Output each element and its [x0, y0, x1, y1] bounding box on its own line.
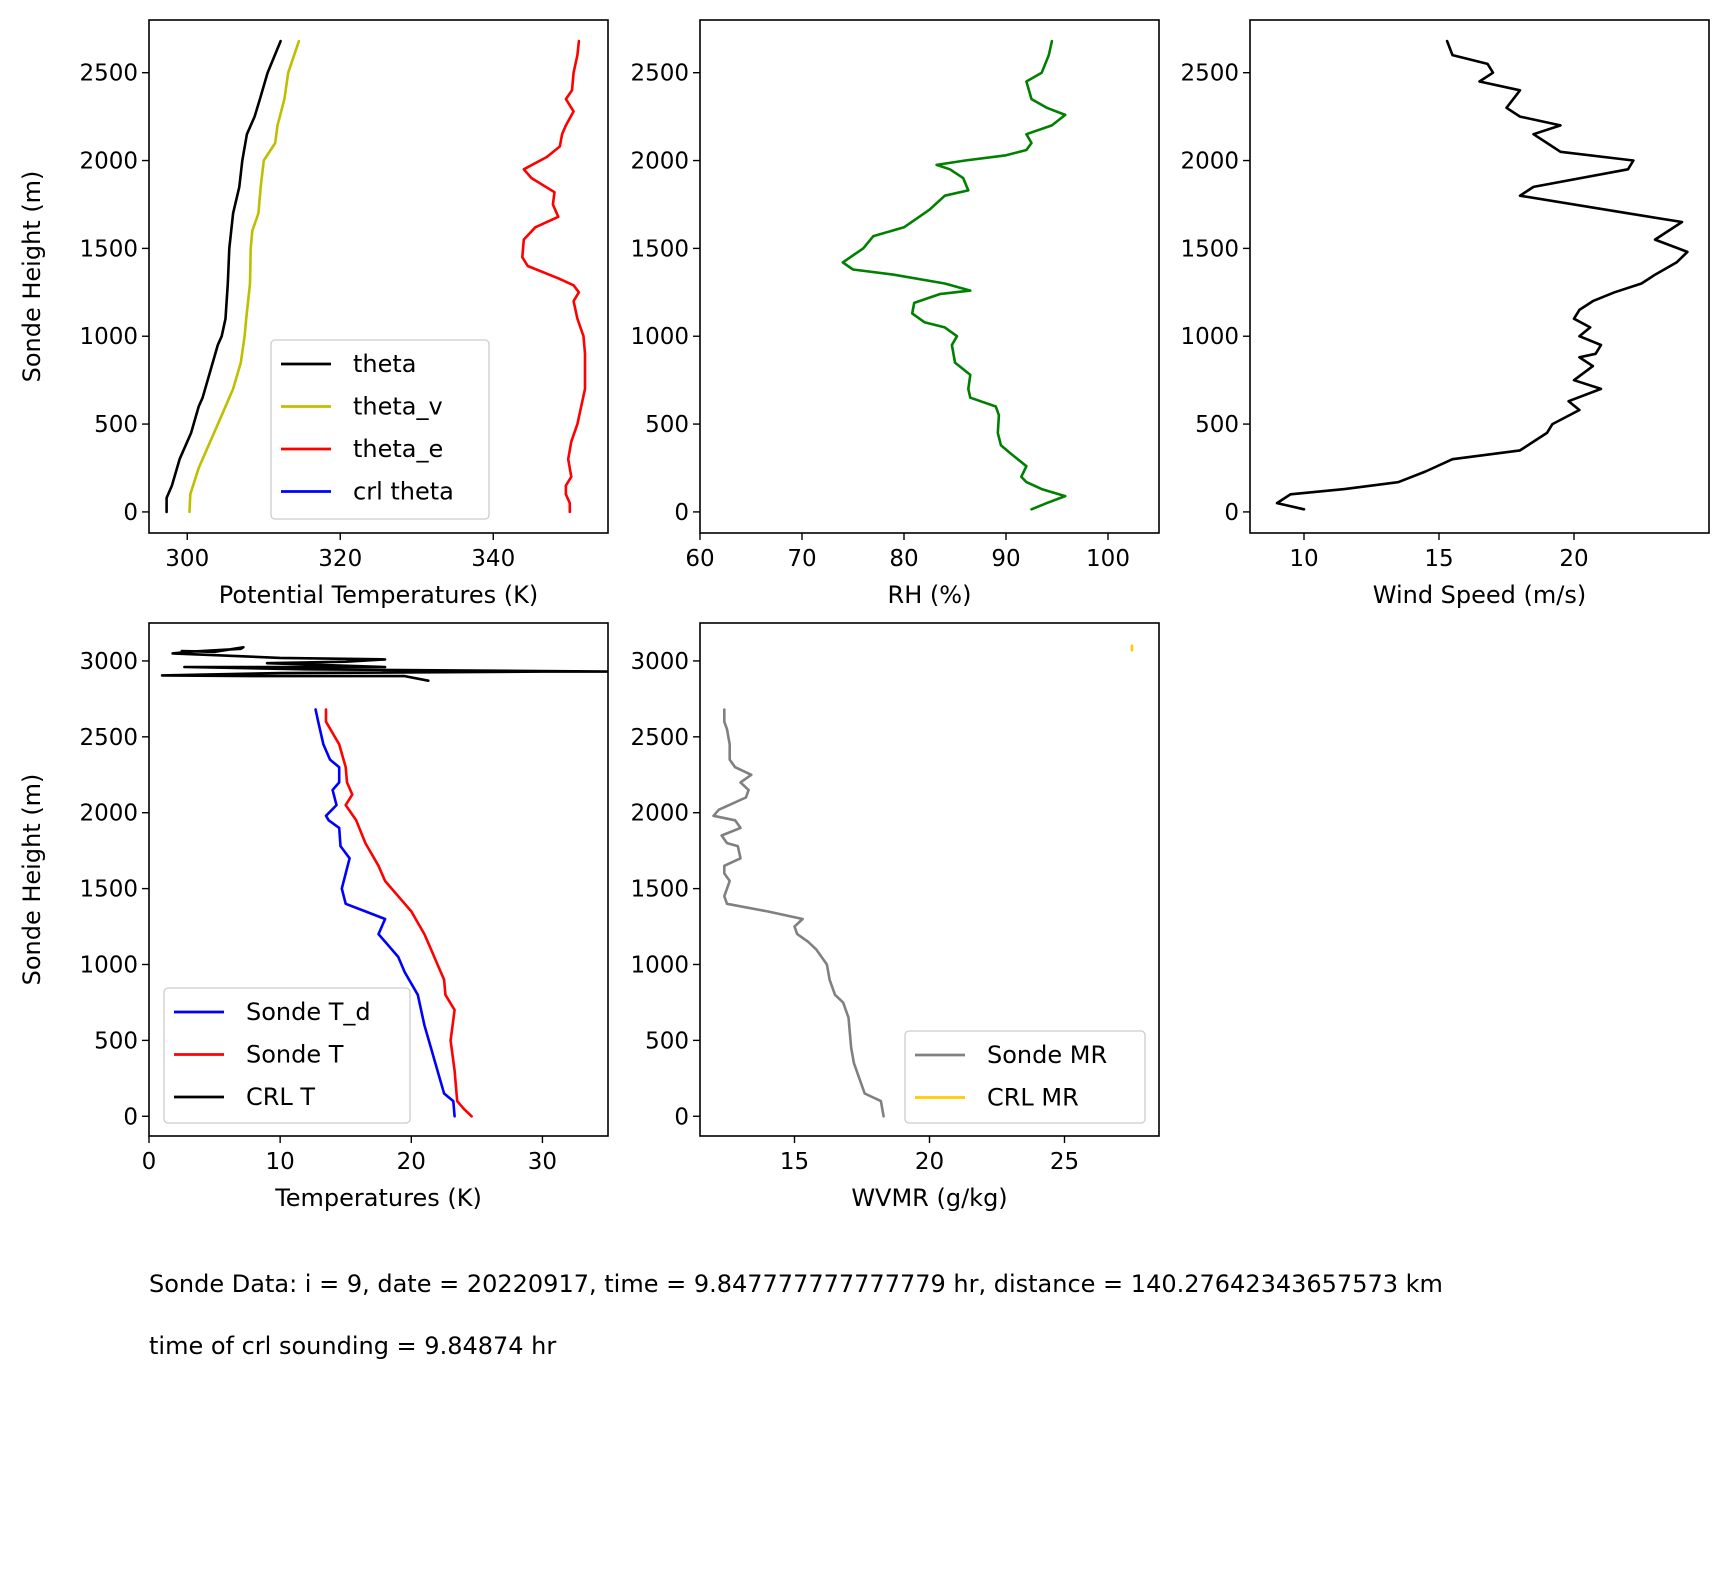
y-tick-label: 1000 [630, 952, 689, 978]
y-tick-label: 0 [674, 1104, 689, 1130]
y-tick-label: 1000 [630, 324, 689, 350]
y-tick-label: 500 [94, 1028, 138, 1054]
y-tick-label: 2000 [79, 149, 138, 175]
x-tick-label: 20 [915, 1149, 944, 1175]
plot-3: 10 15 20 0 500 1000 1500 2000 2500 Wind Speed (m/… [1180, 19, 1710, 609]
plot-5: 15 20 25 0 500 1000 1500 2000 2500 3000 WVMR (g/kg… [630, 622, 1160, 1212]
legend-label: theta_e [353, 435, 443, 463]
x-tick-label: 90 [991, 546, 1020, 572]
y-tick-label: 0 [674, 500, 689, 526]
plot-1: 300 320 340 0 500 1000 1500 2000 2500 Potential T… [18, 19, 609, 609]
x-tick-label: 70 [787, 546, 816, 572]
plot-frame [148, 19, 609, 534]
legend-label: Sonde T_d [246, 998, 371, 1026]
series-line-crl-t [160, 646, 608, 682]
x-tick-label: 25 [1050, 1149, 1079, 1175]
x-tick-label: 100 [1086, 546, 1130, 572]
x-tick-label: 15 [780, 1149, 809, 1175]
x-tick-label: 10 [266, 1149, 295, 1175]
x-tick-label: 320 [318, 546, 362, 572]
legend-label: CRL MR [987, 1084, 1079, 1112]
y-tick-label: 1500 [630, 877, 689, 903]
plot-frame [148, 622, 609, 1137]
series-line-theta-e [521, 39, 587, 514]
y-tick-label: 2000 [630, 149, 689, 175]
y-tick-label: 2000 [630, 801, 689, 827]
caption-crl-time: time of crl sounding = 9.84874 hr [149, 1332, 557, 1360]
series-line-sonde-t [324, 708, 473, 1118]
series-line-theta-v [188, 39, 301, 514]
y-tick-label: 1000 [79, 324, 138, 350]
y-tick-label: 2000 [79, 801, 138, 827]
x-tick-label: 300 [165, 546, 209, 572]
y-axis-label: Sonde Height (m) [18, 774, 46, 986]
x-axis-label: Wind Speed (m/s) [1373, 581, 1587, 609]
x-tick-label: 60 [685, 546, 714, 572]
y-tick-label: 2500 [630, 61, 689, 87]
y-tick-label: 500 [94, 412, 138, 438]
x-tick-label: 10 [1289, 546, 1318, 572]
y-tick-label: 2500 [79, 725, 138, 751]
x-tick-label: 0 [142, 1149, 157, 1175]
series-line-sonde-mr [712, 708, 885, 1118]
x-tick-label: 15 [1424, 546, 1453, 572]
y-tick-label: 2500 [79, 61, 138, 87]
y-tick-label: 500 [1195, 412, 1239, 438]
x-tick-label: 20 [1559, 546, 1588, 572]
y-axis-label: Sonde Height (m) [18, 171, 46, 383]
y-tick-label: 1500 [79, 236, 138, 262]
legend-label: Sonde MR [987, 1041, 1107, 1069]
y-tick-label: 1500 [79, 877, 138, 903]
x-axis-label: WVMR (g/kg) [851, 1184, 1007, 1212]
legend-box [163, 987, 411, 1124]
y-tick-label: 3000 [79, 649, 138, 675]
x-tick-label: 80 [889, 546, 918, 572]
legend: Sonde T_d Sonde T CRL T [163, 987, 411, 1124]
y-tick-label: 0 [1224, 500, 1239, 526]
x-axis-label: Temperatures (K) [274, 1184, 482, 1212]
legend-label: theta_v [353, 393, 443, 421]
legend-label: Sonde T [246, 1041, 344, 1069]
x-axis-label: Potential Temperatures (K) [219, 581, 538, 609]
y-tick-label: 1000 [1180, 324, 1239, 350]
y-tick-label: 2000 [1180, 149, 1239, 175]
plot-frame [699, 19, 1160, 534]
y-tick-label: 500 [645, 1028, 689, 1054]
y-tick-label: 2500 [1180, 61, 1239, 87]
y-tick-label: 1000 [79, 952, 138, 978]
legend-box [270, 339, 490, 520]
y-tick-label: 1500 [1180, 236, 1239, 262]
series-line-plot3-0 [1275, 39, 1689, 511]
series-line-theta [165, 39, 282, 514]
y-tick-label: 0 [123, 1104, 138, 1130]
y-tick-label: 500 [645, 412, 689, 438]
legend-label: CRL T [246, 1083, 315, 1111]
series-line-plot2-0 [841, 39, 1067, 511]
x-tick-label: 20 [397, 1149, 426, 1175]
plot-frame [1249, 19, 1710, 534]
y-tick-label: 3000 [630, 649, 689, 675]
legend-label: theta [353, 350, 417, 378]
x-axis-label: RH (%) [888, 581, 972, 609]
legend: Sonde MR CRL MR [904, 1030, 1146, 1124]
x-tick-label: 340 [471, 546, 515, 572]
caption-sonde-data: Sonde Data: i = 9, date = 20220917, time… [149, 1270, 1443, 1298]
y-tick-label: 2500 [630, 725, 689, 751]
y-tick-label: 0 [123, 500, 138, 526]
series-line-sonde-t-d [314, 708, 456, 1118]
plot-4: 0 10 20 30 0 500 1000 1500 2000 2500 3000 Temperatu… [18, 622, 609, 1212]
y-tick-label: 1500 [630, 236, 689, 262]
legend-label: crl theta [353, 478, 454, 506]
x-tick-label: 30 [528, 1149, 557, 1175]
